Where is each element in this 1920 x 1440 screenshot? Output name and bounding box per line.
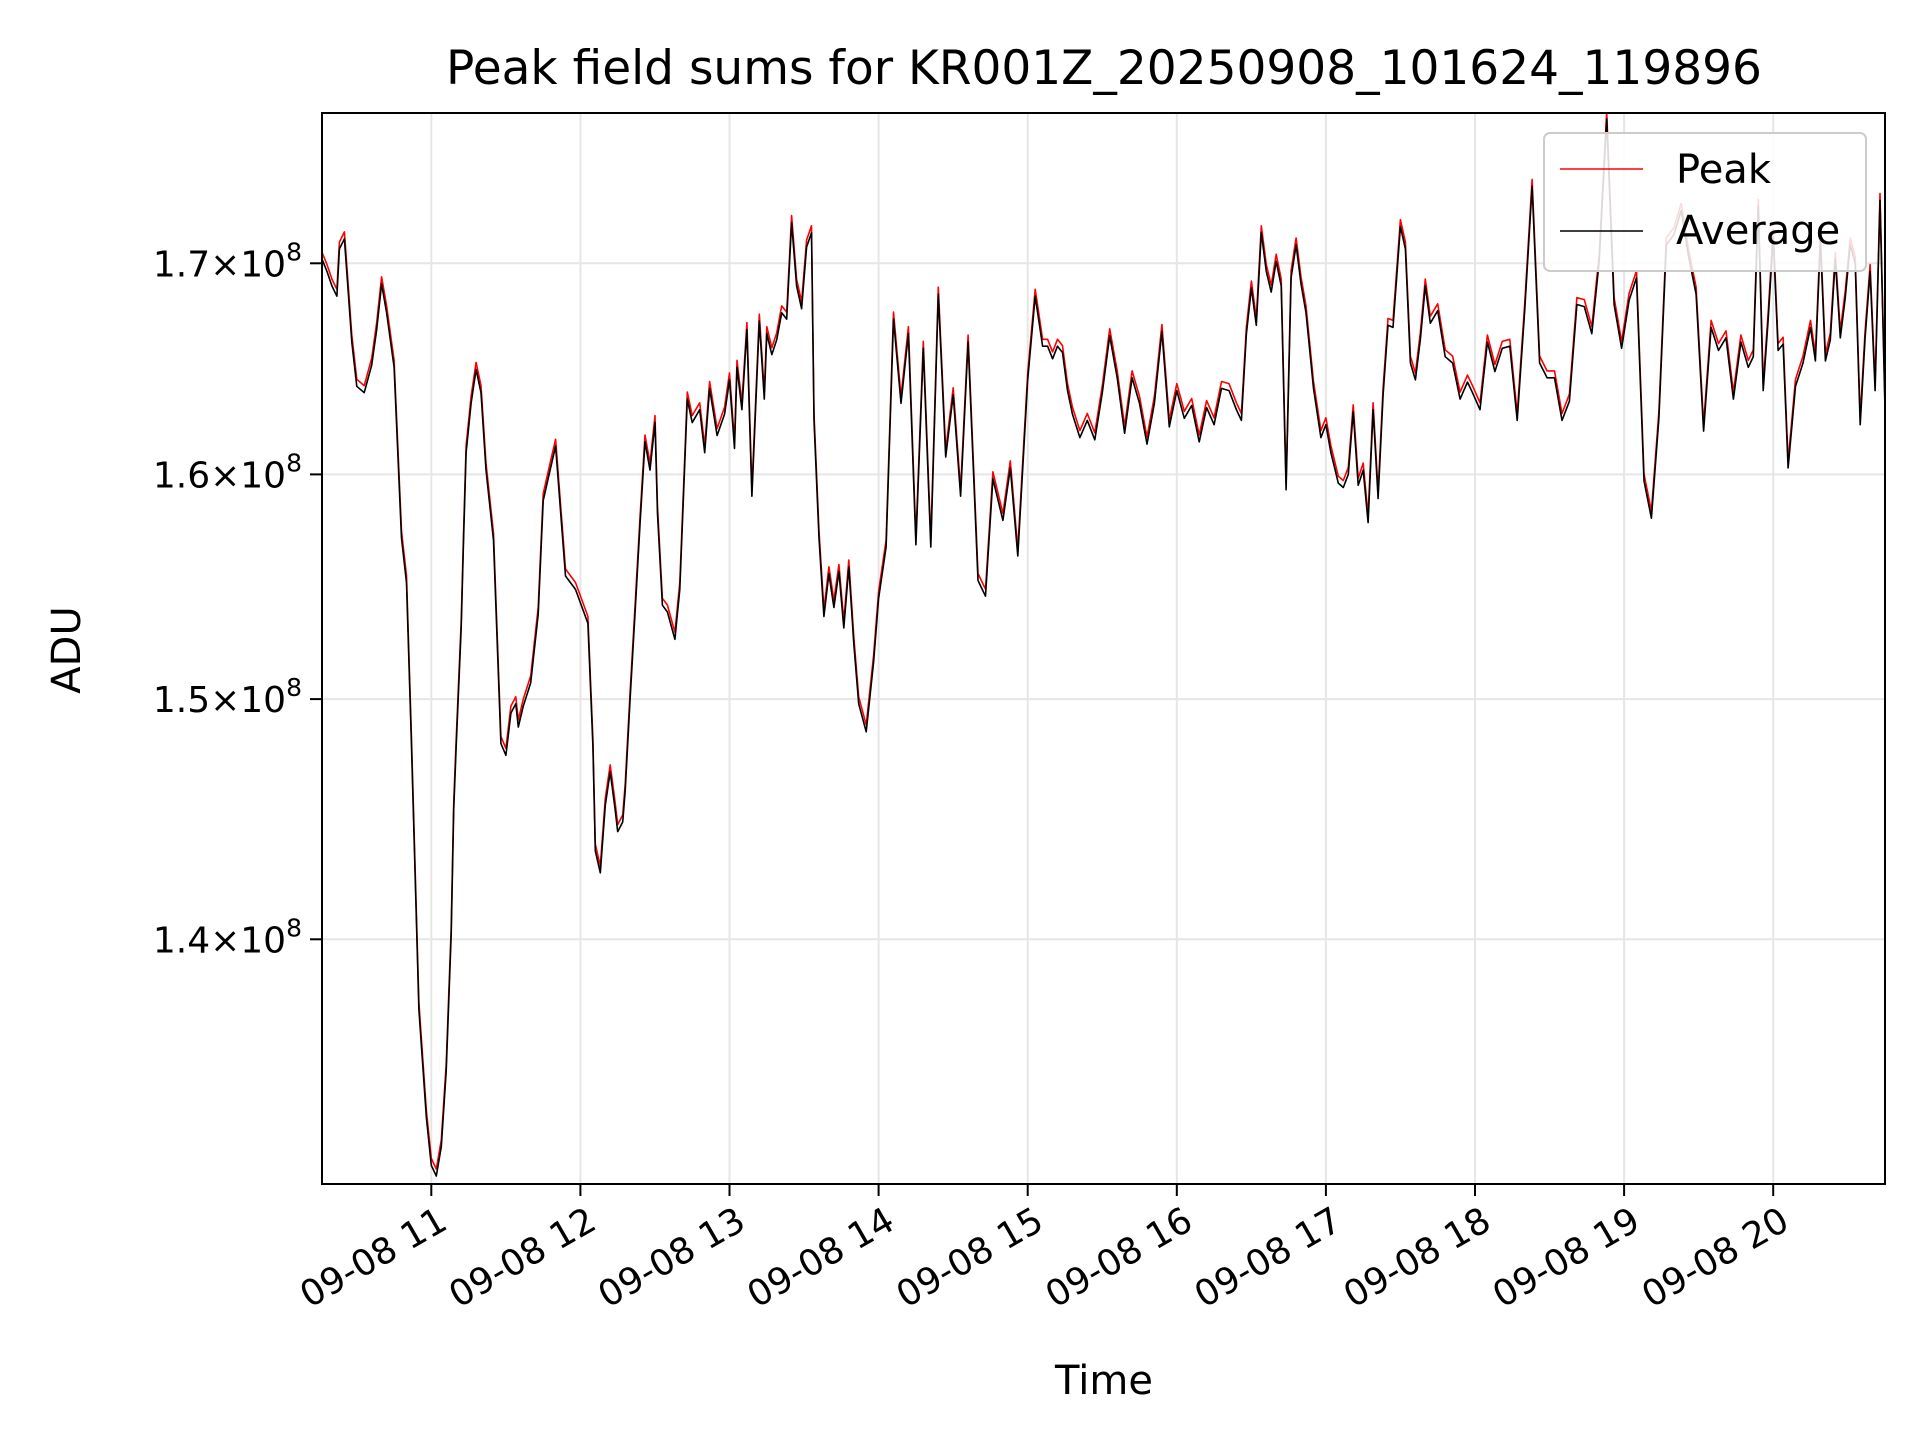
y-tick-label: 1.5×108 <box>153 673 302 721</box>
legend-box <box>1543 132 1867 272</box>
y-tick-label: 1.7×108 <box>153 237 302 285</box>
grid-lines <box>322 113 1885 1184</box>
y-tick-label: 1.6×108 <box>153 448 302 496</box>
legend: Peak Average <box>1543 132 1867 272</box>
y-axis-label: ADU <box>44 606 90 693</box>
plot-frame <box>321 112 1886 1185</box>
chart-title: Peak field sums for KR001Z_20250908_1016… <box>446 41 1762 96</box>
y-tick-label: 1.4×108 <box>153 913 302 961</box>
series-line-peak <box>322 113 1885 1170</box>
x-axis-label: Time <box>1054 1358 1153 1404</box>
series-line-average <box>322 118 1885 1177</box>
legend-label-average: Average <box>1676 208 1840 254</box>
series-lines <box>322 113 1885 1177</box>
legend-label-peak: Peak <box>1676 147 1772 193</box>
y-axis-ticks: 1.4×108 1.5×108 1.6×108 1.7×108 <box>153 237 322 961</box>
